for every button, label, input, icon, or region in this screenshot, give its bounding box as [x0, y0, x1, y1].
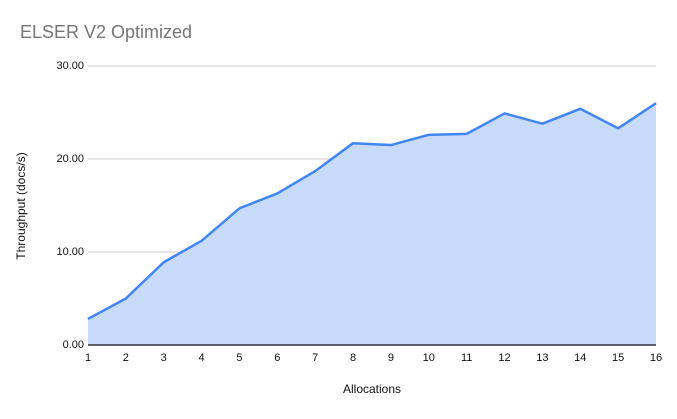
x-tick-label: 15 [612, 352, 625, 364]
x-tick-label: 14 [574, 352, 587, 364]
y-tick-label: 20.00 [56, 153, 84, 165]
x-tick-label: 16 [649, 352, 663, 364]
x-tick-label: 5 [236, 352, 243, 364]
x-tick-label: 6 [274, 352, 281, 364]
x-tick-label: 2 [122, 352, 129, 364]
x-tick-label: 11 [460, 352, 473, 364]
x-tick-label: 3 [160, 352, 167, 364]
y-tick-label: 30.00 [56, 60, 84, 72]
x-tick-label: 13 [536, 352, 549, 364]
y-tick-label: 0.00 [62, 339, 84, 351]
x-tick-label: 7 [312, 352, 319, 364]
x-tick-label: 8 [350, 352, 357, 364]
x-tick-label: 4 [198, 352, 205, 364]
x-tick-label: 1 [84, 352, 92, 364]
x-tick-label: 12 [498, 352, 511, 364]
x-tick-label: 9 [387, 352, 394, 364]
area-fill [88, 103, 656, 345]
x-axis-title: Allocations [342, 382, 402, 396]
series-line [87, 102, 657, 321]
y-tick-label: 10.00 [56, 246, 84, 258]
x-tick-label: 10 [422, 352, 435, 364]
chart-title: ELSER V2 Optimized [20, 22, 193, 42]
y-axis-title: Throughput (docs/s) [14, 152, 28, 260]
